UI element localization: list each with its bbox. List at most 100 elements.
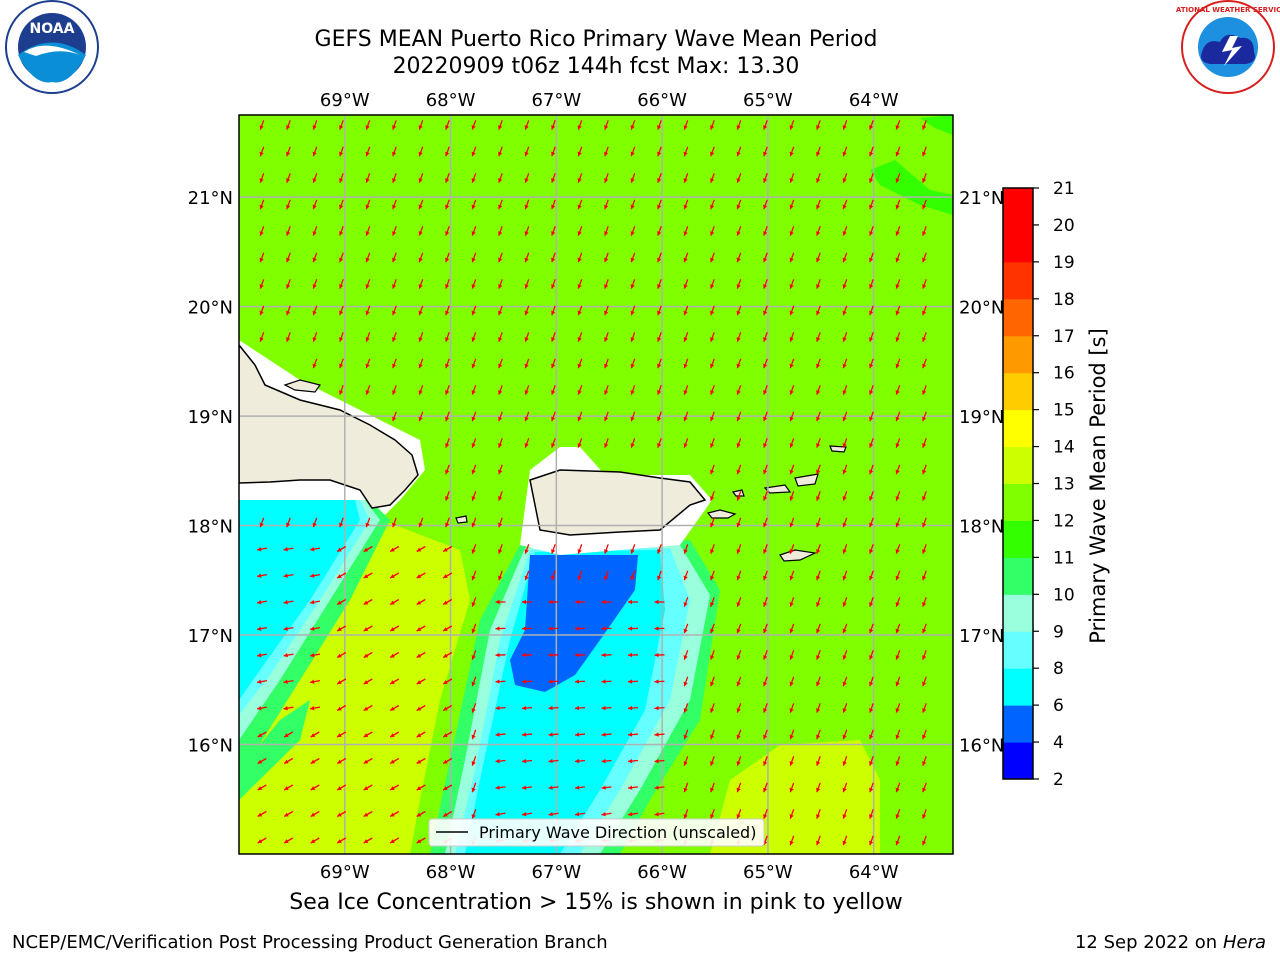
wave-arrow	[310, 757, 320, 765]
wave-arrow	[551, 332, 556, 342]
wave-arrow	[577, 305, 583, 316]
wave-arrow	[842, 438, 848, 448]
wave-arrow	[630, 279, 636, 289]
wave-arrow	[471, 358, 477, 369]
wave-arrow	[895, 411, 901, 422]
wave-arrow	[842, 729, 848, 740]
wave-arrow	[498, 491, 503, 501]
anegada-island	[829, 445, 847, 453]
wave-arrow	[604, 173, 609, 183]
wave-arrow	[521, 599, 533, 605]
wave-arrow	[816, 438, 821, 448]
wave-arrow	[654, 599, 665, 605]
wave-arrow	[498, 120, 503, 130]
wave-arrow	[283, 679, 294, 684]
wave-arrow	[551, 544, 556, 554]
wave-arrow	[524, 252, 530, 263]
wave-arrow	[789, 332, 795, 342]
colorbar-tick-label: 21	[1053, 179, 1075, 199]
wave-arrow	[789, 385, 795, 395]
wave-arrow	[548, 626, 559, 631]
wave-arrow	[842, 199, 848, 210]
wave-arrow	[869, 173, 874, 183]
wave-arrow	[627, 652, 639, 658]
wave-arrow	[736, 279, 742, 289]
wave-arrow	[895, 199, 901, 210]
wave-arrow	[683, 623, 689, 634]
wave-arrow	[630, 570, 636, 581]
lon-tick-label-bottom: 66°W	[637, 862, 687, 883]
wave-arrow	[471, 279, 477, 289]
lat-tick-label-right: 18°N	[959, 517, 1004, 538]
wave-arrow	[336, 598, 347, 606]
wave-arrow	[418, 226, 424, 236]
colorbar-segment	[1003, 520, 1033, 558]
wave-arrow	[895, 729, 901, 740]
wave-arrow	[736, 623, 742, 634]
wave-arrow	[736, 305, 742, 316]
wave-arrow	[256, 547, 268, 552]
wave-arrow	[657, 146, 662, 157]
colorbar-tick-label: 18	[1053, 290, 1075, 310]
wave-arrow	[922, 544, 927, 554]
wave-arrow	[842, 305, 848, 316]
wave-arrow	[683, 226, 689, 236]
colorbar-segment	[1003, 335, 1033, 374]
wave-arrow	[283, 573, 294, 578]
wave-arrow	[627, 785, 639, 790]
map-title: GEFS MEAN Puerto Rico Primary Wave Mean …	[314, 27, 878, 52]
wave-arrow	[286, 279, 291, 289]
wave-arrow	[922, 570, 927, 581]
wave-arrow	[524, 279, 530, 289]
wave-arrow	[445, 199, 450, 210]
wave-arrow	[630, 358, 636, 369]
wave-arrow	[312, 226, 318, 236]
wave-arrow	[895, 146, 901, 157]
wave-arrow	[710, 438, 715, 448]
colorbar-segment	[1003, 594, 1033, 632]
wave-arrow	[418, 252, 424, 263]
wave-arrow	[895, 544, 901, 554]
wave-arrow	[416, 704, 426, 712]
wave-arrow	[445, 305, 450, 316]
wave-arrow	[654, 758, 665, 764]
wave-arrow	[763, 173, 768, 183]
wave-arrow	[895, 570, 901, 581]
wave-arrow	[683, 756, 689, 766]
wave-arrow	[842, 385, 848, 395]
wave-arrow	[869, 199, 874, 210]
wave-arrow	[416, 810, 426, 818]
wave-arrow	[736, 782, 742, 793]
wave-arrow	[259, 252, 265, 263]
wave-arrow	[259, 279, 265, 289]
wave-arrow	[627, 811, 639, 817]
wave-arrow	[736, 729, 742, 740]
wave-arrow	[471, 729, 477, 740]
wave-arrow	[521, 705, 533, 711]
wave-arrow	[654, 705, 665, 711]
wave-arrow	[548, 599, 559, 605]
wave-arrow	[630, 385, 636, 395]
wave-arrow	[895, 623, 901, 634]
wave-arrow	[657, 332, 662, 342]
wave-arrow	[365, 226, 371, 236]
wave-arrow	[763, 729, 768, 740]
wave-arrow	[286, 305, 291, 316]
wave-arrow	[763, 120, 768, 130]
wave-arrow	[842, 703, 848, 713]
wave-arrow	[259, 332, 265, 342]
wave-arrow	[710, 491, 715, 501]
wave-arrow	[601, 599, 612, 605]
wave-arrow	[683, 544, 689, 554]
wave-arrow	[604, 411, 609, 422]
wave-arrow	[365, 517, 371, 528]
wave-arrow	[577, 279, 583, 289]
wave-arrow	[869, 517, 874, 528]
wave-arrow	[869, 411, 874, 422]
wave-arrow	[895, 676, 901, 687]
wave-arrow	[683, 438, 689, 448]
wave-arrow	[789, 464, 795, 475]
colorbar-tick-label: 10	[1053, 585, 1075, 605]
wave-arrow	[445, 173, 450, 183]
wave-arrow	[789, 491, 795, 501]
